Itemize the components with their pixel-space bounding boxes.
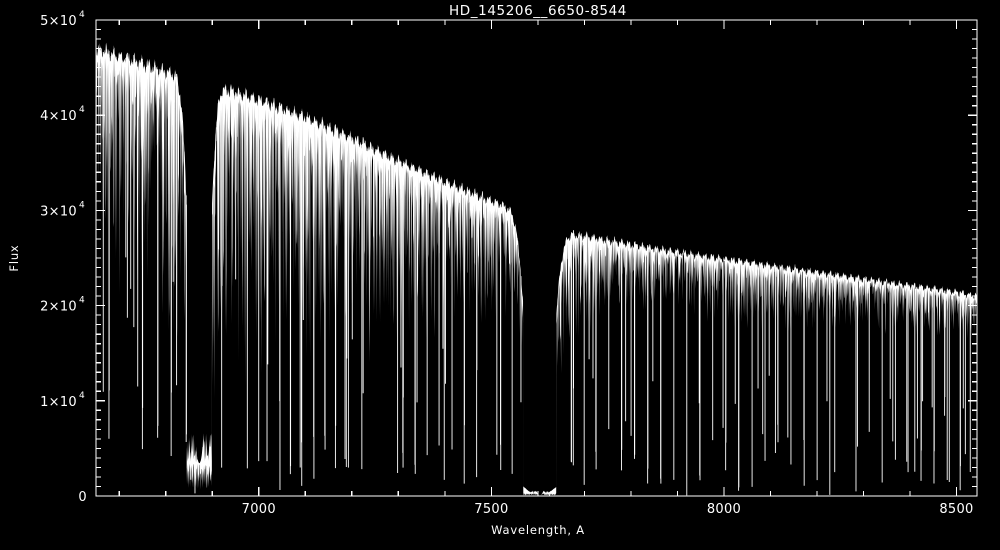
y-tick-mantissa: 3×10 bbox=[40, 204, 77, 219]
y-tick-mantissa: 5×10 bbox=[40, 14, 77, 29]
y-tick-label: 4×10 4 bbox=[40, 105, 85, 124]
y-tick-mantissa: 2×10 bbox=[40, 300, 77, 315]
y-tick-exponent: 4 bbox=[79, 391, 85, 401]
plot-title: HD_145206__6650-8544 bbox=[449, 3, 627, 19]
x-tick-label: 7500 bbox=[474, 502, 508, 517]
y-tick-label: 0 bbox=[78, 490, 87, 505]
y-tick-exponent: 4 bbox=[79, 105, 85, 115]
y-tick-label: 2×10 4 bbox=[40, 296, 85, 315]
y-tick-exponent: 4 bbox=[79, 296, 85, 306]
y-tick-label: 3×10 4 bbox=[40, 200, 85, 219]
x-tick-label: 8500 bbox=[939, 502, 973, 517]
y-axis-tick-labels: 01×10 42×10 43×10 44×10 45×10 4 bbox=[40, 10, 87, 505]
x-tick-label: 8000 bbox=[707, 502, 741, 517]
y-tick-label: 5×10 4 bbox=[40, 10, 85, 29]
y-tick-exponent: 4 bbox=[79, 200, 85, 210]
x-axis-tick-labels: 7000 7500 8000 8500 bbox=[242, 502, 974, 517]
x-tick-label: 7000 bbox=[242, 502, 276, 517]
spectrum-trace bbox=[96, 42, 977, 497]
y-tick-label: 1×10 4 bbox=[40, 391, 85, 410]
y-tick-mantissa: 1×10 bbox=[40, 395, 77, 410]
x-axis-title: Wavelength, A bbox=[491, 523, 585, 537]
y-tick-mantissa: 4×10 bbox=[40, 109, 77, 124]
y-axis-title: Flux bbox=[7, 244, 21, 271]
y-tick-exponent: 4 bbox=[79, 10, 85, 20]
axis-ticks bbox=[96, 19, 977, 497]
y-tick-mantissa: 0 bbox=[78, 490, 87, 505]
